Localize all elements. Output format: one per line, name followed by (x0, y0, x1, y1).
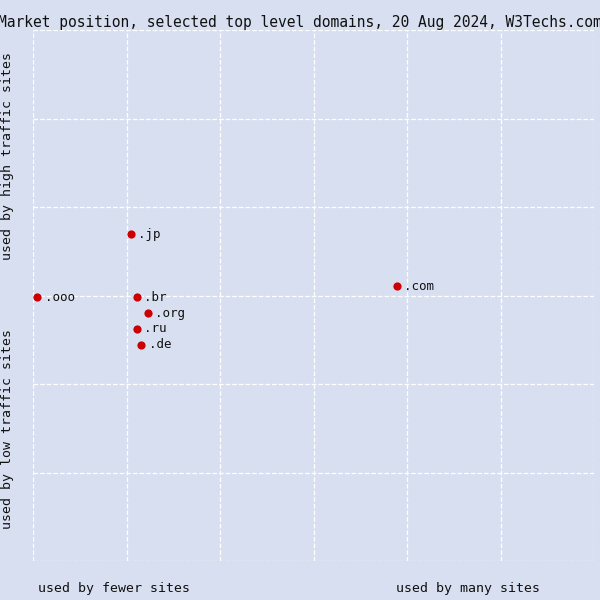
Point (32, 292, 42, 302)
Point (136, 340, 146, 350)
Text: .org: .org (155, 307, 185, 320)
Point (143, 308, 153, 318)
Point (127, 230, 136, 239)
Text: used by high traffic sites: used by high traffic sites (1, 52, 14, 260)
Text: .ooo: .ooo (45, 290, 75, 304)
Text: used by low traffic sites: used by low traffic sites (1, 329, 14, 529)
Point (132, 292, 142, 302)
Text: .ru: .ru (144, 322, 167, 335)
Text: .com: .com (404, 280, 434, 293)
Text: .br: .br (144, 290, 167, 304)
Point (132, 324, 142, 334)
Text: .jp: .jp (139, 228, 161, 241)
Point (392, 281, 401, 291)
Text: .de: .de (149, 338, 171, 352)
Text: used by many sites: used by many sites (396, 582, 540, 595)
Text: Market position, selected top level domains, 20 Aug 2024, W3Techs.com: Market position, selected top level doma… (0, 15, 600, 30)
Text: used by fewer sites: used by fewer sites (38, 582, 190, 595)
